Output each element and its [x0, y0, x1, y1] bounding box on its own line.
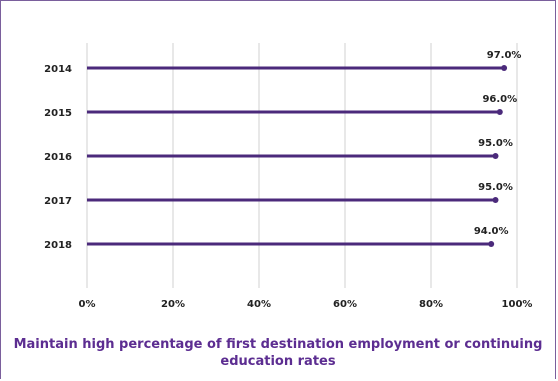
lollipop-point: [492, 197, 499, 203]
lollipop-point: [496, 109, 503, 115]
data-label: 94.0%: [474, 226, 509, 237]
y-category-label: 2016: [44, 152, 72, 163]
lollipop-point: [488, 241, 495, 247]
x-tick-label: 40%: [247, 299, 271, 310]
data-label: 97.0%: [487, 50, 522, 61]
series-points: [488, 65, 508, 247]
data-label: 95.0%: [478, 182, 513, 193]
data-label: 95.0%: [478, 138, 513, 149]
x-axis-tick-labels: 0% 20% 40% 60% 80% 100%: [79, 299, 533, 310]
y-category-label: 2015: [44, 108, 72, 119]
data-label: 96.0%: [482, 94, 517, 105]
data-labels: 97.0% 96.0% 95.0% 95.0% 94.0%: [474, 50, 522, 237]
y-axis-labels: 2014 2015 2016 2017 2018: [44, 64, 72, 251]
series-stems: [87, 66, 505, 246]
y-category-label: 2014: [44, 64, 72, 75]
lollipop-point: [492, 153, 499, 159]
x-tick-label: 100%: [502, 299, 533, 310]
chart-title: Maintain high percentage of first destin…: [13, 337, 543, 369]
x-tick-label: 60%: [333, 299, 357, 310]
x-tick-label: 80%: [419, 299, 443, 310]
gridlines: [86, 43, 518, 288]
lollipop-point: [501, 65, 508, 71]
y-category-label: 2017: [44, 196, 72, 207]
lollipop-chart: 97.0%96.0%95.0%95.0%94.0% 20142015201620…: [44, 43, 533, 310]
x-tick-label: 20%: [161, 299, 185, 310]
x-tick-label: 0%: [79, 299, 96, 310]
y-category-label: 2018: [44, 240, 72, 251]
